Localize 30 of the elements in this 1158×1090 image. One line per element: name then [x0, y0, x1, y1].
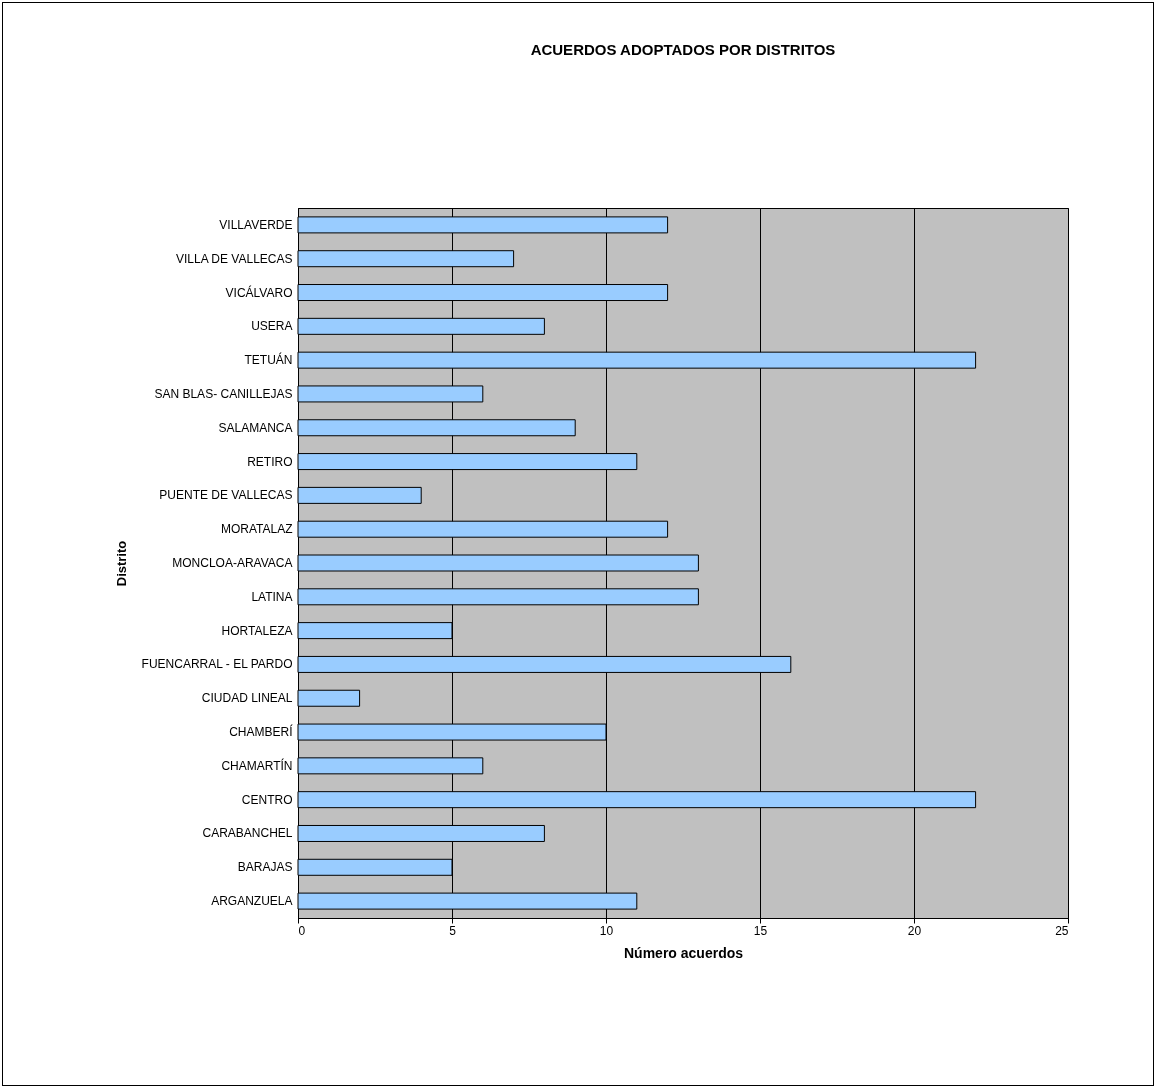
y-tick-label: VICÁLVARO: [225, 284, 293, 300]
x-tick-label: 5: [449, 923, 457, 938]
y-tick-label: HORTALEZA: [221, 623, 293, 638]
y-tick-label: PUENTE DE VALLECAS: [159, 488, 293, 503]
y-tick-label: MONCLOA-ARAVACA: [172, 556, 293, 570]
y-tick-label: LATINA: [251, 589, 293, 604]
y-tick-label: MORATALAZ: [220, 522, 293, 537]
y-tick-label: FUENCARRAL - EL PARDO: [141, 657, 293, 672]
y-tick-label: CARABANCHEL: [202, 826, 293, 841]
x-tick-label: 10: [599, 923, 614, 938]
x-tick-label: 15: [753, 923, 768, 938]
y-tick-label: CHAMBERÍ: [229, 724, 294, 740]
y-tick-label: TETUÁN: [244, 352, 293, 368]
y-tick-label: CHAMARTÍN: [221, 757, 293, 773]
x-tick-label: 20: [907, 923, 922, 938]
x-tick-label: 0: [298, 923, 306, 938]
y-tick-label: CIUDAD LINEAL: [201, 691, 293, 706]
y-tick-label: RETIRO: [247, 454, 293, 469]
x-axis-title: Número acuerdos: [623, 944, 744, 961]
y-tick-label: CENTRO: [241, 792, 293, 807]
y-axis-title: Distrito: [113, 540, 129, 587]
y-tick-label: BARAJAS: [237, 860, 293, 875]
y-tick-label: USERA: [251, 319, 293, 334]
y-tick-label: SAN BLAS- CANILLEJAS: [154, 386, 293, 401]
y-tick-label: VILLAVERDE: [219, 217, 293, 232]
y-tick-label: SALAMANCA: [218, 420, 293, 435]
chart-title: ACUERDOS ADOPTADOS POR DISTRITOS: [530, 41, 836, 58]
y-tick-label: VILLA DE VALLECAS: [175, 251, 293, 266]
y-tick-label: ARGANZUELA: [211, 894, 293, 909]
x-tick-label: 25: [1055, 923, 1069, 938]
